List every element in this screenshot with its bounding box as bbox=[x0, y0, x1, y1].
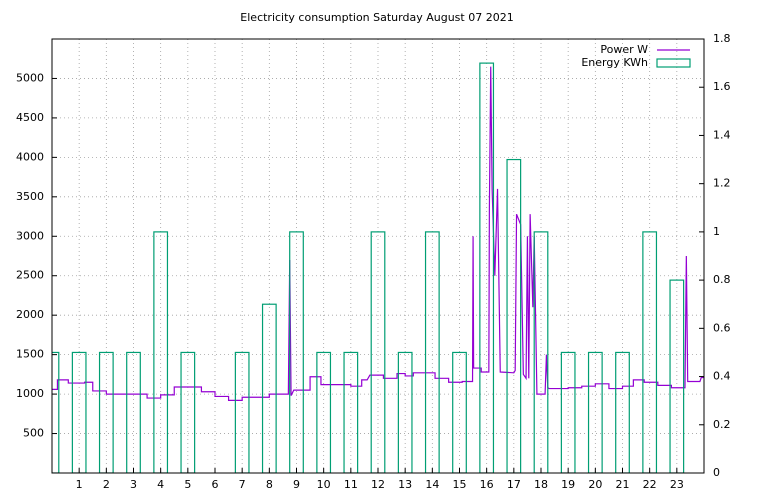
y-tick-label: 2000 bbox=[16, 308, 44, 321]
energy-box bbox=[98, 351, 114, 473]
legend-label: Energy KWh bbox=[581, 56, 648, 69]
chart-title: Electricity consumption Saturday August … bbox=[240, 11, 513, 24]
x-tick-label: 20 bbox=[588, 478, 602, 491]
x-tick-label: 19 bbox=[561, 478, 575, 491]
legend-label: Power W bbox=[600, 43, 648, 56]
energy-box bbox=[261, 303, 277, 473]
y2-tick-label: 0.4 bbox=[713, 370, 731, 383]
y-tick-label: 4500 bbox=[16, 111, 44, 124]
y-tick-label: 3000 bbox=[16, 229, 44, 242]
x-tick-label: 23 bbox=[670, 478, 684, 491]
x-tick-label: 8 bbox=[266, 478, 273, 491]
x-tick-label: 18 bbox=[534, 478, 548, 491]
energy-box bbox=[234, 351, 250, 473]
grid bbox=[52, 39, 704, 473]
energy-box bbox=[587, 351, 603, 473]
x-tick-label: 17 bbox=[507, 478, 521, 491]
y2-tick-label: 1.4 bbox=[713, 128, 731, 141]
y-tick-label: 1000 bbox=[16, 387, 44, 400]
x-tick-label: 6 bbox=[212, 478, 219, 491]
energy-box bbox=[71, 351, 87, 473]
energy-box bbox=[642, 231, 658, 473]
y-tick-label: 2500 bbox=[16, 269, 44, 282]
x-tick-label: 5 bbox=[184, 478, 191, 491]
x-tick-label: 22 bbox=[643, 478, 657, 491]
energy-box bbox=[343, 351, 359, 473]
y2-tick-label: 1 bbox=[713, 225, 720, 238]
y-tick-label: 3500 bbox=[16, 190, 44, 203]
x-tick-label: 16 bbox=[480, 478, 494, 491]
y2-tick-label: 1.6 bbox=[713, 80, 731, 93]
x-tick-label: 11 bbox=[344, 478, 358, 491]
x-tick-label: 12 bbox=[371, 478, 385, 491]
axes: 1 2 3 4 5 6 7 8 9 10 11 12 13 14 15 16 17 18 19 20 21 22 23500… bbox=[16, 32, 731, 491]
energy-box bbox=[397, 351, 413, 473]
y2-tick-label: 1.2 bbox=[713, 177, 731, 190]
x-tick-label: 7 bbox=[239, 478, 246, 491]
y-tick-label: 500 bbox=[23, 427, 44, 440]
energy-box bbox=[52, 351, 60, 473]
energy-box bbox=[126, 351, 141, 473]
energy-box bbox=[370, 231, 386, 473]
x-tick-label: 13 bbox=[398, 478, 412, 491]
y-tick-label: 1500 bbox=[16, 348, 44, 361]
x-tick-label: 2 bbox=[103, 478, 110, 491]
y-tick-label: 5000 bbox=[16, 71, 44, 84]
legend-swatch bbox=[656, 58, 691, 68]
x-tick-label: 1 bbox=[76, 478, 83, 491]
plot-area bbox=[52, 62, 704, 473]
x-tick-label: 21 bbox=[616, 478, 630, 491]
energy-box bbox=[533, 231, 549, 473]
y2-tick-label: 0.6 bbox=[713, 321, 731, 334]
energy-box bbox=[560, 351, 576, 473]
energy-box bbox=[669, 279, 685, 473]
energy-box bbox=[506, 158, 522, 473]
x-tick-label: 9 bbox=[293, 478, 300, 491]
y2-tick-label: 0.8 bbox=[713, 273, 731, 286]
energy-box bbox=[452, 351, 467, 473]
y2-tick-label: 0.2 bbox=[713, 418, 731, 431]
energy-box bbox=[316, 351, 332, 473]
energy-box bbox=[424, 231, 440, 473]
y2-tick-label: 0 bbox=[713, 466, 720, 479]
y-tick-label: 4000 bbox=[16, 150, 44, 163]
x-tick-label: 3 bbox=[130, 478, 137, 491]
x-tick-label: 4 bbox=[157, 478, 164, 491]
energy-box bbox=[289, 231, 304, 473]
y2-tick-label: 1.8 bbox=[713, 32, 731, 45]
x-tick-label: 14 bbox=[425, 478, 439, 491]
energy-box bbox=[615, 351, 630, 473]
power-line bbox=[52, 66, 704, 401]
x-tick-label: 10 bbox=[317, 478, 331, 491]
energy-box bbox=[180, 351, 196, 473]
x-tick-label: 15 bbox=[453, 478, 467, 491]
energy-box bbox=[153, 231, 169, 473]
